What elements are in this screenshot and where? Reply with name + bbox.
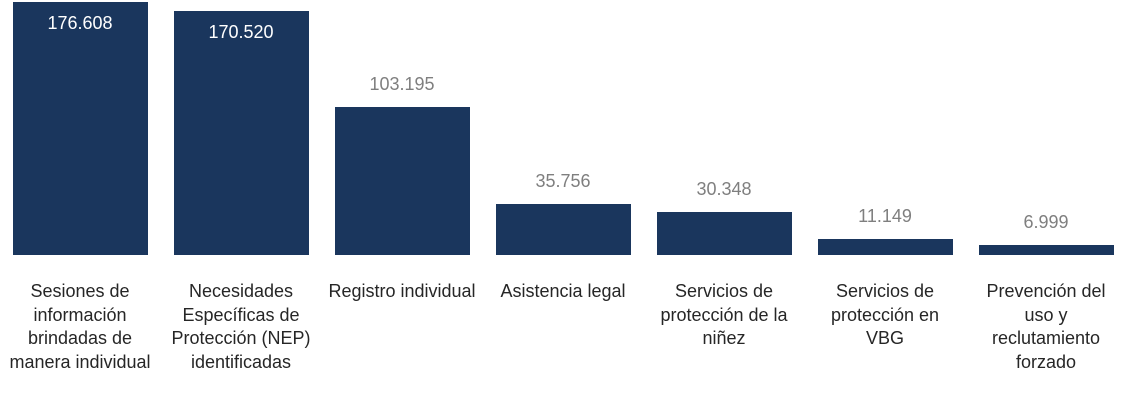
bar	[656, 211, 792, 255]
category-label: Necesidades Específicas de Protección (N…	[171, 281, 311, 372]
bar	[12, 2, 148, 255]
bar	[495, 203, 631, 255]
category-label: Asistencia legal	[500, 281, 626, 301]
bar-value-label: 6.999	[1023, 211, 1069, 232]
bar-value-label: 30.348	[696, 178, 752, 199]
bar-value-label: 35.756	[535, 170, 591, 191]
bar	[817, 239, 953, 255]
bar-value-label: 170.520	[208, 21, 274, 42]
category-label: Registro individual	[328, 281, 476, 301]
category-label: Sesiones de información brindadas de man…	[9, 281, 151, 372]
category-label: Servicios de protección en VBG	[830, 281, 940, 348]
bar	[173, 10, 309, 255]
bar-value-label: 11.149	[858, 206, 912, 227]
category-label: Servicios de protección de la niñez	[660, 281, 788, 348]
bar-value-label: 176.608	[47, 13, 113, 33]
category-label: Prevención del uso y reclutamiento forza…	[986, 281, 1106, 372]
bar	[978, 244, 1114, 255]
bar-value-label: 103.195	[369, 74, 435, 95]
bar	[334, 107, 470, 255]
